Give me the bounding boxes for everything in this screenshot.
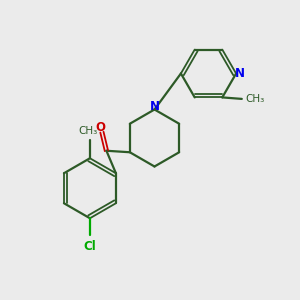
Text: CH₃: CH₃ — [245, 94, 265, 104]
Text: Cl: Cl — [83, 240, 96, 253]
Text: N: N — [235, 67, 245, 80]
Text: CH₃: CH₃ — [79, 126, 98, 136]
Text: O: O — [95, 121, 105, 134]
Text: N: N — [149, 100, 160, 113]
